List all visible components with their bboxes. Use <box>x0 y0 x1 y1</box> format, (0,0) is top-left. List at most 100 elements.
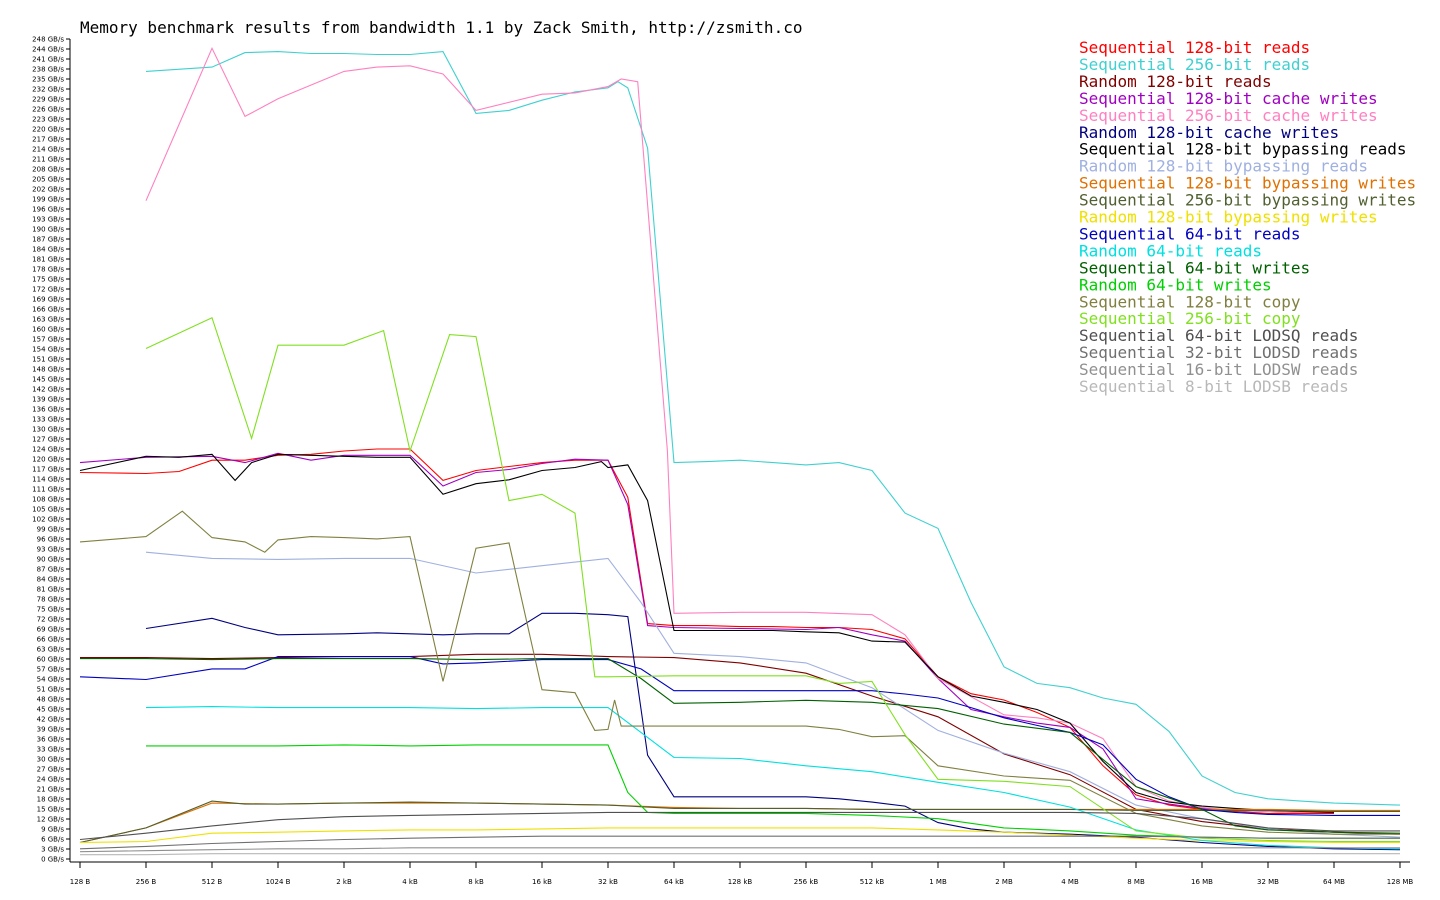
y-tick-label: 178 GB/s <box>32 266 64 274</box>
y-tick-label: 87 GB/s <box>37 566 65 574</box>
y-tick-label: 36 GB/s <box>37 736 65 744</box>
legend-entry: Sequential 128-bit bypassing reads <box>1079 140 1407 159</box>
y-tick-label: 151 GB/s <box>32 356 64 364</box>
series-line-19 <box>79 835 1400 850</box>
series-line-18 <box>79 811 1400 841</box>
x-tick-label: 512 B <box>202 878 223 886</box>
y-tick-label: 102 GB/s <box>32 516 64 524</box>
y-tick-label: 6 GB/s <box>41 836 64 844</box>
series-line-6 <box>145 612 1401 851</box>
y-tick-label: 63 GB/s <box>37 646 65 654</box>
legend-entry: Sequential 128-bit bypassing writes <box>1079 174 1416 193</box>
x-tick-label: 2 MB <box>995 878 1013 886</box>
legend-entry: Random 64-bit reads <box>1079 241 1262 260</box>
y-tick-label: 120 GB/s <box>32 456 64 464</box>
y-tick-label: 223 GB/s <box>32 116 64 124</box>
y-tick-label: 163 GB/s <box>32 316 64 324</box>
series-line-17 <box>145 316 1400 843</box>
y-tick-label: 172 GB/s <box>32 286 64 294</box>
series-line-4 <box>79 452 1334 813</box>
x-tick-label: 8 kB <box>468 878 484 886</box>
y-tick-label: 157 GB/s <box>32 336 64 344</box>
legend-entry: Random 64-bit writes <box>1079 275 1272 294</box>
legend-entry: Sequential 64-bit reads <box>1079 224 1301 243</box>
y-tick-label: 214 GB/s <box>32 146 64 154</box>
y-tick-label: 187 GB/s <box>32 236 64 244</box>
y-tick-label: 196 GB/s <box>32 206 64 214</box>
series-line-20 <box>79 847 1400 853</box>
x-tick-label: 4 kB <box>402 878 418 886</box>
legend-entry: Sequential 32-bit LODSD reads <box>1079 343 1358 362</box>
x-tick-label: 32 MB <box>1257 878 1279 886</box>
y-tick-label: 208 GB/s <box>32 166 64 174</box>
y-tick-label: 248 GB/s <box>32 36 64 44</box>
legend-entry: Sequential 128-bit reads <box>1079 38 1310 57</box>
x-tick-label: 32 kB <box>598 878 618 886</box>
x-tick-label: 2 kB <box>336 878 352 886</box>
chart-title: Memory benchmark results from bandwidth … <box>80 18 802 37</box>
y-tick-label: 199 GB/s <box>32 196 64 204</box>
legend-entry: Sequential 8-bit LODSB reads <box>1079 377 1349 396</box>
y-tick-label: 124 GB/s <box>32 446 64 454</box>
y-tick-label: 51 GB/s <box>37 686 65 694</box>
x-tick-group: 128 B 256 B 512 B 1024 B 2 kB 4 kB 8 kB 16 kB 32… <box>70 862 1414 886</box>
legend-entry: Random 128-bit bypassing writes <box>1079 208 1378 227</box>
x-tick-label: 512 kB <box>860 878 885 886</box>
series-line-8 <box>145 551 1401 838</box>
y-tick-label: 238 GB/s <box>32 66 64 74</box>
y-tick-label: 169 GB/s <box>32 296 64 304</box>
y-tick-label: 0 GB/s <box>41 856 64 864</box>
y-tick-label: 127 GB/s <box>32 436 64 444</box>
y-tick-label: 48 GB/s <box>37 696 65 704</box>
legend-entry: Sequential 128-bit cache writes <box>1079 89 1378 108</box>
x-tick-label: 8 MB <box>1127 878 1145 886</box>
y-tick-label: 81 GB/s <box>37 586 65 594</box>
y-tick-label: 193 GB/s <box>32 216 64 224</box>
y-tick-label: 18 GB/s <box>37 796 65 804</box>
series-line-2 <box>145 51 1401 806</box>
x-tick-label: 128 MB <box>1387 878 1414 886</box>
y-tick-label: 139 GB/s <box>32 396 64 404</box>
y-tick-label: 154 GB/s <box>32 346 64 354</box>
y-tick-label: 75 GB/s <box>37 606 65 614</box>
y-tick-label: 96 GB/s <box>37 536 65 544</box>
y-tick-label: 166 GB/s <box>32 306 64 314</box>
y-tick-label: 9 GB/s <box>41 826 64 834</box>
legend-entry: Sequential 16-bit LODSW reads <box>1079 360 1358 379</box>
series-line-16 <box>79 510 1400 835</box>
legend-entry: Sequential 128-bit copy <box>1079 292 1301 311</box>
legend-entry: Sequential 256-bit cache writes <box>1079 106 1378 125</box>
y-tick-label: 21 GB/s <box>37 786 65 794</box>
y-tick-label: 145 GB/s <box>32 376 64 384</box>
y-tick-group: 248 GB/s 244 GB/s 241 GB/s 238 GB/s 235 GB/s… <box>32 36 70 864</box>
y-tick-label: 57 GB/s <box>37 666 65 674</box>
series-line-12 <box>79 656 1400 816</box>
x-tick-label: 64 MB <box>1323 878 1345 886</box>
legend-entry: Random 128-bit bypassing reads <box>1079 157 1368 176</box>
y-tick-label: 12 GB/s <box>37 816 65 824</box>
legend-entry: Sequential 256-bit reads <box>1079 55 1310 74</box>
legend-entry: Sequential 256-bit bypassing writes <box>1079 191 1416 210</box>
y-tick-label: 108 GB/s <box>32 496 64 504</box>
y-tick-label: 105 GB/s <box>32 506 64 514</box>
y-tick-label: 30 GB/s <box>37 756 65 764</box>
y-tick-label: 229 GB/s <box>32 96 64 104</box>
y-tick-label: 66 GB/s <box>37 636 65 644</box>
y-tick-label: 114 GB/s <box>32 476 64 484</box>
y-tick-label: 142 GB/s <box>32 386 64 394</box>
y-tick-label: 78 GB/s <box>37 596 65 604</box>
y-tick-label: 184 GB/s <box>32 246 64 254</box>
x-tick-label: 256 B <box>136 878 157 886</box>
y-tick-label: 45 GB/s <box>37 706 65 714</box>
x-tick-label: 128 kB <box>728 878 753 886</box>
y-tick-label: 69 GB/s <box>37 626 65 634</box>
legend-entry: Random 128-bit reads <box>1079 72 1272 91</box>
y-tick-label: 202 GB/s <box>32 186 64 194</box>
y-tick-label: 72 GB/s <box>37 616 65 624</box>
y-tick-label: 133 GB/s <box>32 416 64 424</box>
y-tick-label: 39 GB/s <box>37 726 65 734</box>
y-tick-label: 175 GB/s <box>32 276 64 284</box>
y-tick-label: 3 GB/s <box>41 846 64 854</box>
